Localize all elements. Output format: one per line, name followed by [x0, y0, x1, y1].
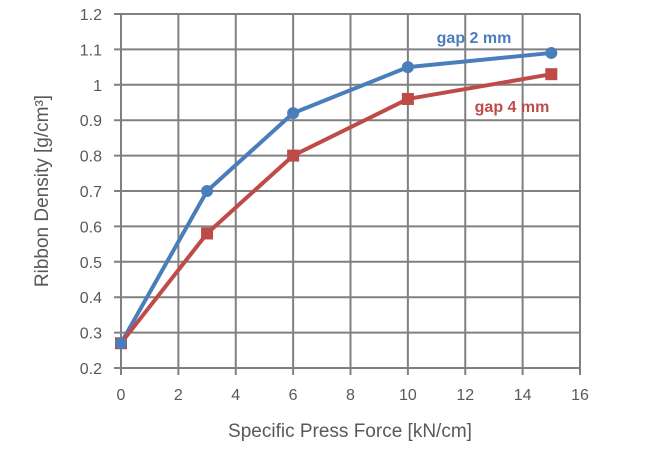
y-tick-label: 0.8 [80, 149, 102, 166]
series-line-0 [119, 50, 552, 345]
y-axis-ticks: 0.2 0.3 0.4 0.5 0.6 0.7 0.8 0.9 1 1.1 1.2 [80, 7, 102, 378]
x-tick-label: 12 [456, 387, 474, 404]
y-tick-label: 0.4 [80, 290, 102, 307]
x-tick-label: 16 [571, 387, 589, 404]
y-tick-label: 1.1 [80, 42, 102, 59]
series-label-gap-2mm: gap 2 mm [437, 30, 512, 47]
y-tick-label: 0.9 [80, 113, 102, 130]
data-point-square [545, 68, 558, 81]
x-tick-label: 2 [174, 387, 183, 404]
data-point-circle [115, 337, 127, 350]
x-tick-label: 8 [346, 387, 355, 404]
data-point-square [201, 227, 214, 240]
x-tick-label: 14 [514, 387, 532, 404]
data-point-square [287, 149, 300, 162]
data-point-circle [287, 107, 300, 120]
x-tick-label: 0 [117, 387, 126, 404]
data-point-circle [401, 61, 414, 74]
data-point-circle [545, 46, 558, 59]
y-tick-label: 0.5 [80, 255, 102, 272]
x-axis-title: Specific Press Force [kN/cm] [228, 421, 472, 442]
data-point-circle [201, 185, 214, 197]
y-tick-label: 0.7 [80, 184, 102, 201]
x-tick-label: 4 [231, 387, 240, 404]
x-tick-label: 10 [399, 387, 417, 404]
series-label-gap-4mm: gap 4 mm [475, 99, 550, 116]
y-tick-label: 0.6 [80, 219, 102, 236]
grid [114, 13, 581, 375]
x-axis-ticks: 0 2 4 6 8 10 12 14 16 [117, 387, 589, 404]
x-tick-label: 6 [289, 387, 298, 404]
y-tick-label: 0.2 [80, 361, 102, 378]
y-tick-label: 1.2 [80, 7, 102, 24]
data-point-square [401, 92, 414, 105]
y-axis-title: Ribbon Density [g/cm³] [32, 95, 53, 287]
y-tick-label: 1 [93, 78, 102, 95]
y-tick-label: 0.3 [80, 326, 102, 343]
series-group [115, 46, 558, 350]
